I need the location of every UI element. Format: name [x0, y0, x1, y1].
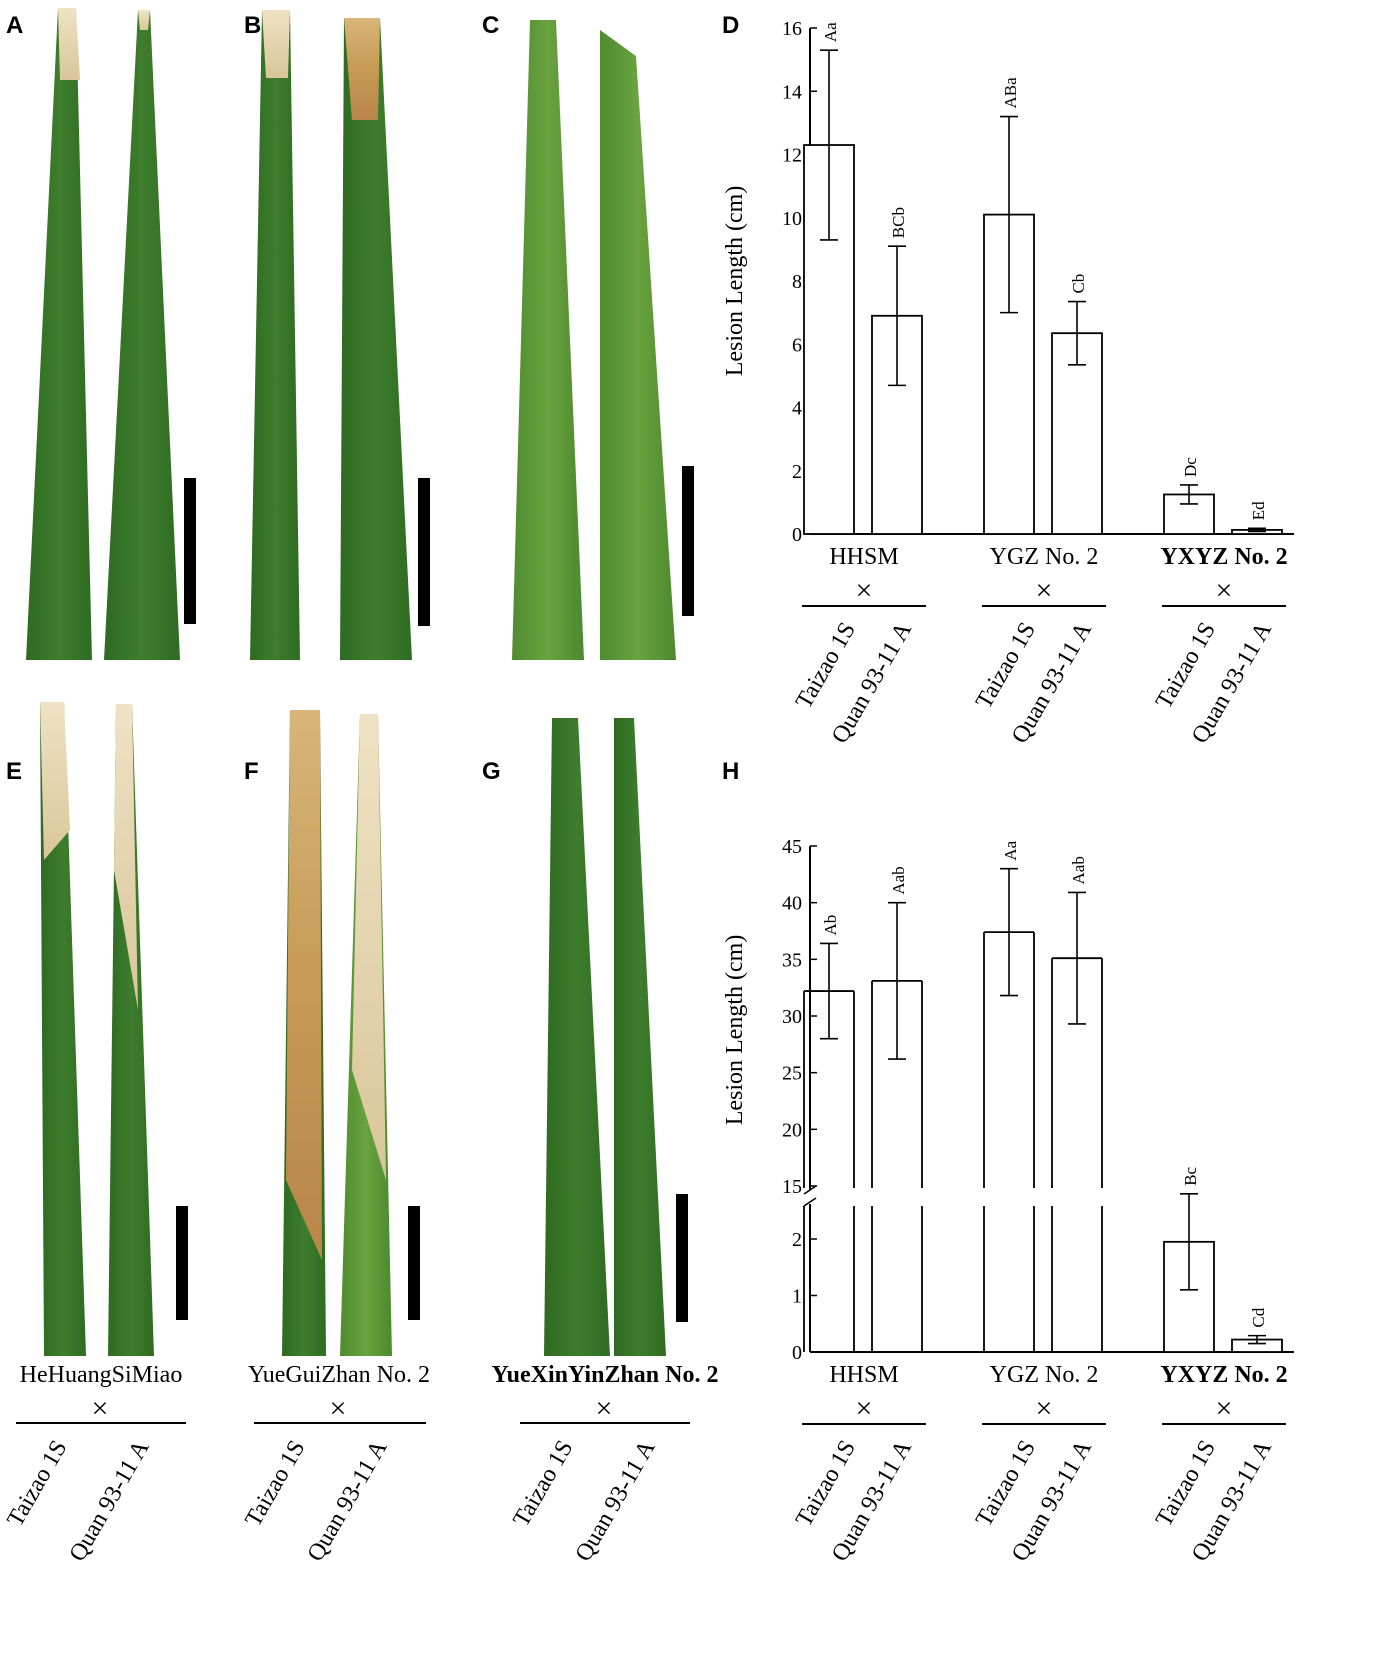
- cross-symbol-g: ×: [595, 1392, 613, 1425]
- parent-label-yxyz-full: YueXinYinZhan No. 2: [491, 1362, 719, 1388]
- cross-symbol-0: ×: [856, 574, 873, 607]
- cross-line-e: [16, 1422, 186, 1424]
- chart-d: 0 2 4 6 8 10 12 14 16 Lesion Length (cm) Aa ABa Dc BC…: [722, 18, 1294, 748]
- cross-symbol-2: ×: [1216, 1392, 1233, 1425]
- y-tick-label: 12: [782, 145, 802, 167]
- scale-bar-g: [676, 1194, 688, 1322]
- y-tick-label: 0: [792, 1342, 802, 1364]
- significance-letter: Aa: [1001, 840, 1020, 860]
- y-tick-label: 30: [782, 1006, 802, 1028]
- significance-letter: Cb: [1069, 274, 1088, 294]
- y-tick-label: 15: [782, 1176, 802, 1198]
- leaf-g-right: [614, 718, 666, 1356]
- cross-symbol-2: ×: [1216, 574, 1233, 607]
- significance-letter: Ab: [821, 915, 840, 936]
- y-axis-label: Lesion Length (cm): [722, 935, 748, 1126]
- y-tick-label: 8: [792, 271, 802, 293]
- group-label-2: YXYZ No. 2: [1160, 1362, 1287, 1388]
- significance-letter: Bc: [1181, 1166, 1200, 1185]
- significance-letter: Cd: [1249, 1307, 1268, 1327]
- leaf-g-left: [544, 718, 610, 1356]
- cross-symbol-1: ×: [1036, 574, 1053, 607]
- significance-letter: Aa: [821, 22, 840, 42]
- cross-line-f: [254, 1422, 426, 1424]
- leaf-a-left: [26, 8, 92, 660]
- axis-break-mark: [803, 1197, 817, 1207]
- leaf-c-right: [600, 30, 676, 660]
- cross-symbol-f: ×: [329, 1392, 347, 1425]
- panel-label-f: F: [244, 758, 259, 785]
- y-tick-label: 4: [792, 398, 802, 420]
- scale-bar-b: [418, 478, 430, 626]
- significance-letter: BCb: [889, 207, 908, 238]
- y-tick-label: 45: [782, 836, 802, 858]
- y-tick-label: 16: [782, 18, 802, 40]
- y-tick-label: 1: [792, 1286, 802, 1308]
- significance-letter: Aab: [1069, 856, 1088, 884]
- significance-letter: ABa: [1001, 77, 1020, 109]
- y-tick-label: 35: [782, 949, 802, 971]
- cross-symbol-e: ×: [91, 1392, 109, 1425]
- axis-break-mark: [803, 1185, 817, 1195]
- significance-letter: Aab: [889, 866, 908, 894]
- panel-label-b: B: [244, 12, 262, 39]
- cross-line-g: [520, 1422, 690, 1424]
- panel-label-d: D: [722, 12, 740, 39]
- y-tick-label: 10: [782, 208, 802, 230]
- parent-label-hhsm-full: HeHuangSiMiao: [19, 1362, 183, 1388]
- panel-label-g: G: [482, 758, 501, 785]
- panel-label-h: H: [722, 758, 740, 785]
- y-tick-label: 25: [782, 1063, 802, 1085]
- panel-label-c: C: [482, 12, 500, 39]
- chart-h: 15 20 25 30 35 40 45 0 1 2 Lesion Length (cm) Ab Aa B…: [722, 836, 1294, 1566]
- y-tick-label: 20: [782, 1119, 802, 1141]
- significance-letter: Ed: [1249, 501, 1268, 520]
- leaf-e-right: [108, 704, 154, 1356]
- cross-symbol-0: ×: [856, 1392, 873, 1425]
- y-tick-label: 40: [782, 893, 802, 915]
- group-label-1: YGZ No. 2: [990, 1362, 1099, 1388]
- panel-label-a: A: [6, 12, 24, 39]
- leaf-f-left: [282, 710, 326, 1356]
- panel-label-e: E: [6, 758, 23, 785]
- cross-symbol-1: ×: [1036, 1392, 1053, 1425]
- group-label-0: HHSM: [829, 544, 898, 570]
- y-tick-label: 6: [792, 334, 802, 356]
- group-label-0: HHSM: [829, 1362, 898, 1388]
- parent-label-ygz-full: YueGuiZhan No. 2: [248, 1362, 430, 1388]
- scale-bar-f: [408, 1206, 420, 1320]
- leaf-f-right: [340, 714, 392, 1356]
- y-axis-label: Lesion Length (cm): [722, 186, 748, 377]
- leaf-b-left: [250, 10, 300, 660]
- scale-bar-e: [176, 1206, 188, 1320]
- scale-bar-c: [682, 466, 694, 616]
- leaf-e-left: [40, 702, 86, 1356]
- y-tick-label: 0: [792, 524, 802, 546]
- bar-1-1: [1051, 332, 1103, 535]
- leaf-a-right: [104, 10, 180, 660]
- group-label-1: YGZ No. 2: [990, 544, 1099, 570]
- group-label-2: YXYZ No. 2: [1160, 544, 1287, 570]
- leaf-photos: [26, 8, 676, 1356]
- leaf-b-right: [340, 18, 412, 660]
- y-tick-label: 2: [792, 1229, 802, 1251]
- y-tick-label: 14: [782, 81, 802, 103]
- y-tick-label: 2: [792, 461, 802, 483]
- leaf-c-left: [512, 20, 584, 660]
- significance-letter: Dc: [1181, 457, 1200, 477]
- scale-bar-a: [184, 478, 196, 624]
